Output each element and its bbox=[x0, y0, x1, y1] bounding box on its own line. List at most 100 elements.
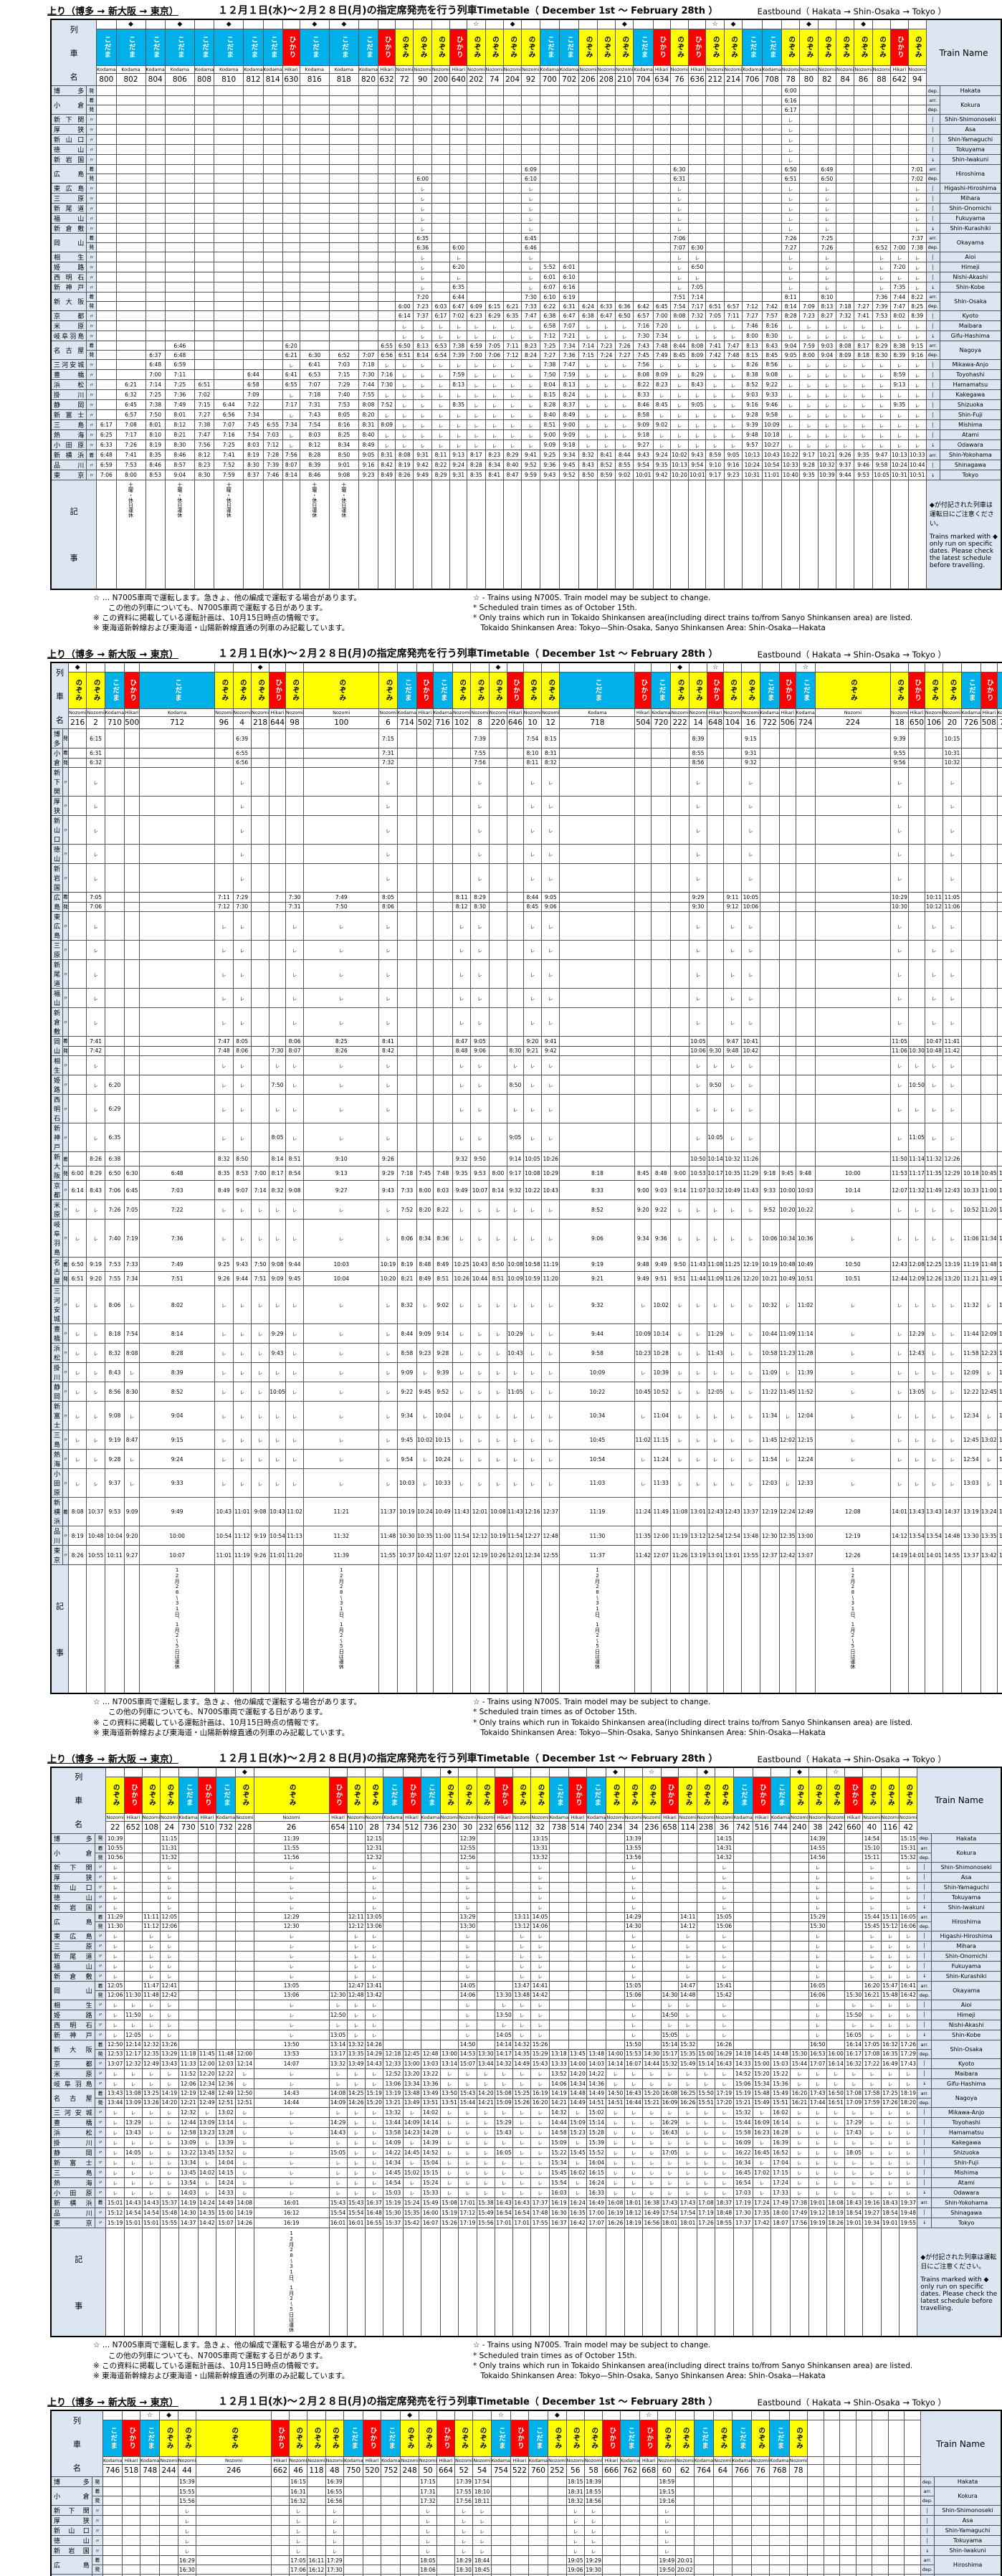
time-cell bbox=[300, 234, 329, 243]
time-cell bbox=[791, 1892, 808, 1902]
time-cell bbox=[579, 174, 597, 184]
train-number: 30 bbox=[459, 1821, 477, 1833]
time-cell bbox=[671, 816, 689, 845]
time-cell: 12:29 bbox=[254, 1912, 329, 1921]
time-cell bbox=[97, 155, 116, 165]
time-cell: 6:50 bbox=[689, 262, 706, 272]
train-type-label: のぞみ bbox=[72, 673, 82, 708]
train-number: 242 bbox=[826, 1821, 844, 1833]
time-cell bbox=[194, 125, 214, 135]
time-cell bbox=[477, 1892, 495, 1902]
station-name-jp: 新山口 bbox=[51, 816, 63, 845]
time-cell: 7:45 bbox=[244, 420, 263, 430]
time-cell: 11:00 bbox=[433, 1526, 452, 1546]
time-cell: 11:39 bbox=[796, 1363, 815, 1382]
train-mark bbox=[943, 662, 961, 672]
remarks-label-char: 記 bbox=[52, 505, 96, 517]
time-cell: 11:43 bbox=[742, 1181, 760, 1200]
station-name-jp: 熱海 bbox=[51, 1450, 63, 1469]
time-cell: レ bbox=[450, 390, 467, 400]
remark-cell bbox=[125, 1565, 140, 1694]
time-cell: レ bbox=[523, 1430, 541, 1450]
time-cell: 14:48 bbox=[943, 1526, 961, 1546]
time-cell: レ bbox=[836, 370, 854, 380]
time-cell bbox=[836, 224, 854, 234]
time-cell bbox=[214, 293, 244, 302]
station-name-en: Tokuyama bbox=[940, 145, 1001, 155]
train-type-romaji: Nozomi bbox=[236, 1813, 254, 1821]
time-cell bbox=[215, 768, 233, 797]
train-number: 208 bbox=[597, 74, 615, 86]
time-cell bbox=[760, 912, 779, 941]
time-cell bbox=[495, 1843, 513, 1853]
time-cell: 10:48 bbox=[925, 1046, 943, 1056]
time-cell bbox=[165, 272, 194, 282]
time-cell: 11:30 bbox=[560, 1526, 635, 1546]
time-cell bbox=[263, 194, 282, 204]
time-cell bbox=[347, 1862, 365, 1872]
time-cell: 14:55 bbox=[943, 1546, 961, 1565]
train-type-romaji: Hikari bbox=[689, 66, 706, 74]
time-cell bbox=[872, 115, 890, 125]
time-cell: 7:25 bbox=[540, 341, 559, 351]
remark-cell bbox=[943, 1565, 961, 1694]
time-cell bbox=[378, 184, 396, 194]
time-cell: レ bbox=[706, 440, 724, 450]
time-cell: レ bbox=[507, 1469, 524, 1498]
time-cell bbox=[263, 135, 282, 145]
time-cell: レ bbox=[522, 420, 540, 430]
time-cell bbox=[378, 252, 396, 262]
train-type-band: ひかり bbox=[403, 1777, 421, 1813]
time-cell bbox=[69, 989, 87, 1008]
train-type-label: ひかり bbox=[420, 673, 430, 708]
train-mark bbox=[579, 19, 597, 29]
remark-cell bbox=[616, 480, 634, 589]
time-cell: 8:14 bbox=[489, 1181, 507, 1200]
time-cell bbox=[282, 272, 300, 282]
time-cell bbox=[477, 1882, 495, 1892]
time-cell: レ bbox=[723, 941, 741, 960]
time-cell: 13:00 bbox=[796, 1526, 815, 1546]
time-cell: 6:23 bbox=[467, 311, 485, 321]
time-cell: 12:01 bbox=[471, 1498, 489, 1526]
time-cell bbox=[760, 797, 779, 816]
time-cell: 8:31 bbox=[378, 450, 396, 460]
time-cell: 6:51 bbox=[396, 351, 414, 360]
time-cell: 7:25 bbox=[214, 440, 244, 450]
station-name-jp: 新尾道 bbox=[51, 960, 63, 989]
train-number: 630 bbox=[282, 74, 300, 86]
time-cell bbox=[178, 1843, 198, 1853]
time-cell: 7:59 bbox=[560, 370, 579, 380]
time-cell: レ bbox=[818, 430, 836, 440]
time-cell: レ bbox=[742, 989, 760, 1008]
time-cell: 7:49 bbox=[304, 893, 379, 903]
time-cell bbox=[616, 135, 634, 145]
station-name-en: Tokuyama bbox=[932, 1892, 1001, 1902]
time-cell: レ bbox=[925, 1450, 943, 1469]
time-cell bbox=[743, 262, 762, 272]
time-cell: レ bbox=[379, 1324, 397, 1344]
time-cell bbox=[800, 145, 818, 155]
train-type-label: のぞみ bbox=[528, 673, 538, 708]
time-cell bbox=[178, 1862, 198, 1872]
time-cell: 10:28 bbox=[652, 1344, 671, 1363]
time-cell: レ bbox=[233, 1056, 251, 1075]
time-cell: 12:54 bbox=[961, 1450, 980, 1469]
time-cell bbox=[431, 115, 449, 125]
train-type-label: こだま bbox=[172, 673, 182, 708]
train-mark bbox=[106, 1767, 124, 1777]
time-cell bbox=[779, 768, 796, 797]
time-cell bbox=[300, 165, 329, 174]
train-type-band: ひかり bbox=[891, 29, 908, 66]
time-cell: 7:32 bbox=[689, 311, 706, 321]
time-cell bbox=[762, 243, 781, 252]
time-cell: レ bbox=[269, 1469, 286, 1498]
time-cell bbox=[743, 145, 762, 155]
time-cell bbox=[560, 816, 635, 845]
time-cell bbox=[417, 1008, 434, 1037]
train-type-band: のぞみ bbox=[671, 672, 689, 709]
time-cell bbox=[452, 845, 470, 864]
time-cell: レ bbox=[779, 1469, 796, 1498]
